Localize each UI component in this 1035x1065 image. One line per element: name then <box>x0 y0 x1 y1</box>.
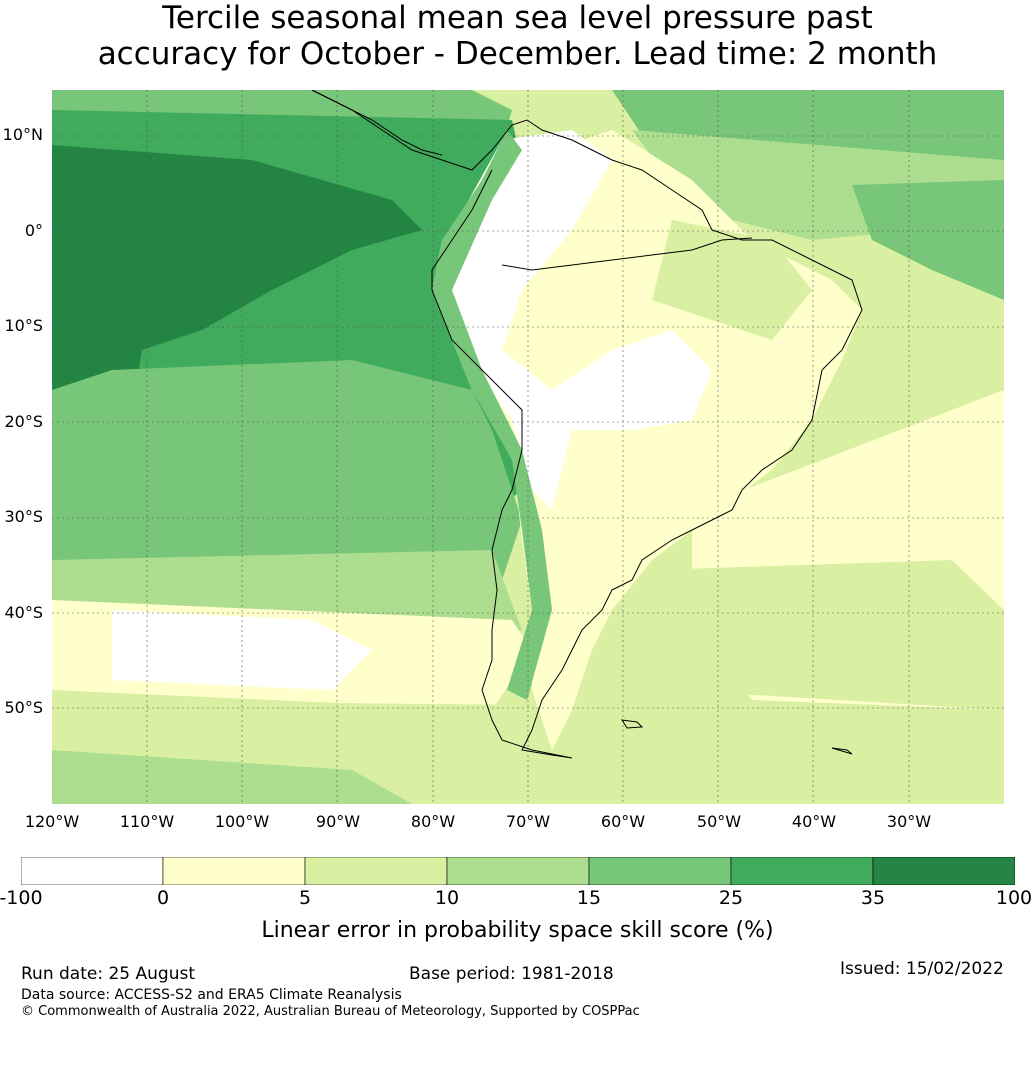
lon-label-120w: 120°W <box>24 812 80 831</box>
colorbar-tick-3: 5 <box>298 887 312 909</box>
colorbar-tick-6: 25 <box>718 887 744 909</box>
colorbar-tick-2: 0 <box>156 887 170 909</box>
lon-label-30w: 30°W <box>886 812 932 831</box>
colorbar-tick-1: -100 <box>0 887 43 909</box>
lat-label-40s: 40°S <box>4 603 43 622</box>
pacific-mid-light <box>52 360 492 470</box>
lon-label-110w: 110°W <box>119 812 175 831</box>
colorbar <box>21 857 1015 885</box>
lon-label-80w: 80°W <box>410 812 456 831</box>
lon-label-70w: 70°W <box>505 812 551 831</box>
colorbar-tick-4: 10 <box>434 887 460 909</box>
atlantic-green-lower <box>652 560 1004 710</box>
data-source: Data source: ACCESS-S2 and ERA5 Climate … <box>21 987 402 1003</box>
lon-label-50w: 50°W <box>696 812 742 831</box>
pacific-band-dark <box>52 145 422 420</box>
colorbar-segment-4 <box>446 857 590 885</box>
colorbar-segment-6 <box>730 857 874 885</box>
colorbar-segment-1 <box>21 857 164 885</box>
graticule <box>52 90 1004 804</box>
colorbar-segment-2 <box>162 857 306 885</box>
skill-score-map <box>52 90 1004 804</box>
south-georgia <box>831 747 853 755</box>
issued-date: Issued: 15/02/2022 <box>840 959 1004 979</box>
colorbar-label: Linear error in probability space skill … <box>261 918 774 943</box>
lat-label-20s: 20°S <box>4 412 43 431</box>
colorbar-segment-7 <box>872 857 1015 885</box>
run-date: Run date: 25 August <box>21 964 195 984</box>
lat-label-10s: 10°S <box>4 316 43 335</box>
colorbar-tick-5: 15 <box>576 887 602 909</box>
lat-label-50s: 50°S <box>4 698 43 717</box>
land-field-white-andes <box>442 130 712 510</box>
lon-label-60w: 60°W <box>600 812 646 831</box>
lat-label-0: 0° <box>24 221 43 240</box>
amazon-river <box>501 237 753 271</box>
colorbar-segment-3 <box>304 857 448 885</box>
coastline-central-america <box>311 90 443 156</box>
lon-label-100w: 100°W <box>214 812 270 831</box>
base-period: Base period: 1981-2018 <box>409 964 614 984</box>
title-line-2: accuracy for October - December. Lead ti… <box>97 36 938 72</box>
title-line-1: Tercile seasonal mean sea level pressure… <box>162 0 873 36</box>
colorbar-tick-8: 100 <box>995 887 1033 909</box>
atlantic-patch-east <box>852 180 1004 300</box>
land-field-green-coast <box>432 130 552 700</box>
falkland-islands <box>621 719 644 729</box>
southern-ocean-green <box>52 750 412 804</box>
lon-label-90w: 90°W <box>315 812 361 831</box>
map-title: Tercile seasonal mean sea level pressure… <box>0 0 1035 72</box>
lat-label-10n: 10°N <box>2 125 43 144</box>
lat-label-30s: 30°S <box>4 507 43 526</box>
colorbar-tick-7: 35 <box>860 887 886 909</box>
coastline-south-america <box>311 90 863 759</box>
colorbar-segment-5 <box>588 857 732 885</box>
lon-label-40w: 40°W <box>791 812 837 831</box>
map-panel <box>52 90 1004 804</box>
copyright: © Commonwealth of Australia 2022, Austra… <box>21 1004 640 1019</box>
